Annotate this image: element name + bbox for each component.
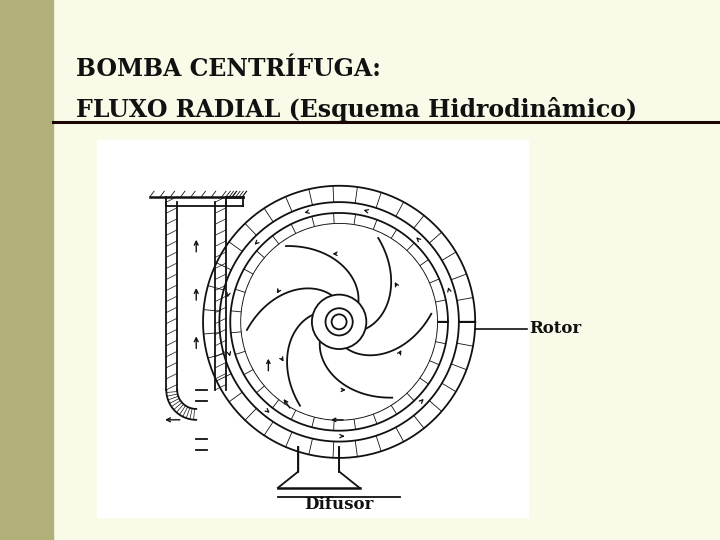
Circle shape xyxy=(325,308,353,335)
Circle shape xyxy=(312,295,366,349)
Circle shape xyxy=(241,224,437,420)
Text: FLUXO RADIAL (Esquema Hidrodinâmico): FLUXO RADIAL (Esquema Hidrodinâmico) xyxy=(76,97,636,122)
Text: BOMBA CENTRÍFUGA:: BOMBA CENTRÍFUGA: xyxy=(76,57,380,80)
Circle shape xyxy=(332,314,346,329)
Bar xyxy=(0,0,53,540)
Polygon shape xyxy=(230,213,448,431)
Polygon shape xyxy=(278,471,359,488)
Text: Rotor: Rotor xyxy=(530,320,582,337)
Text: Difusor: Difusor xyxy=(305,496,374,513)
Polygon shape xyxy=(203,186,475,458)
Bar xyxy=(97,140,529,518)
